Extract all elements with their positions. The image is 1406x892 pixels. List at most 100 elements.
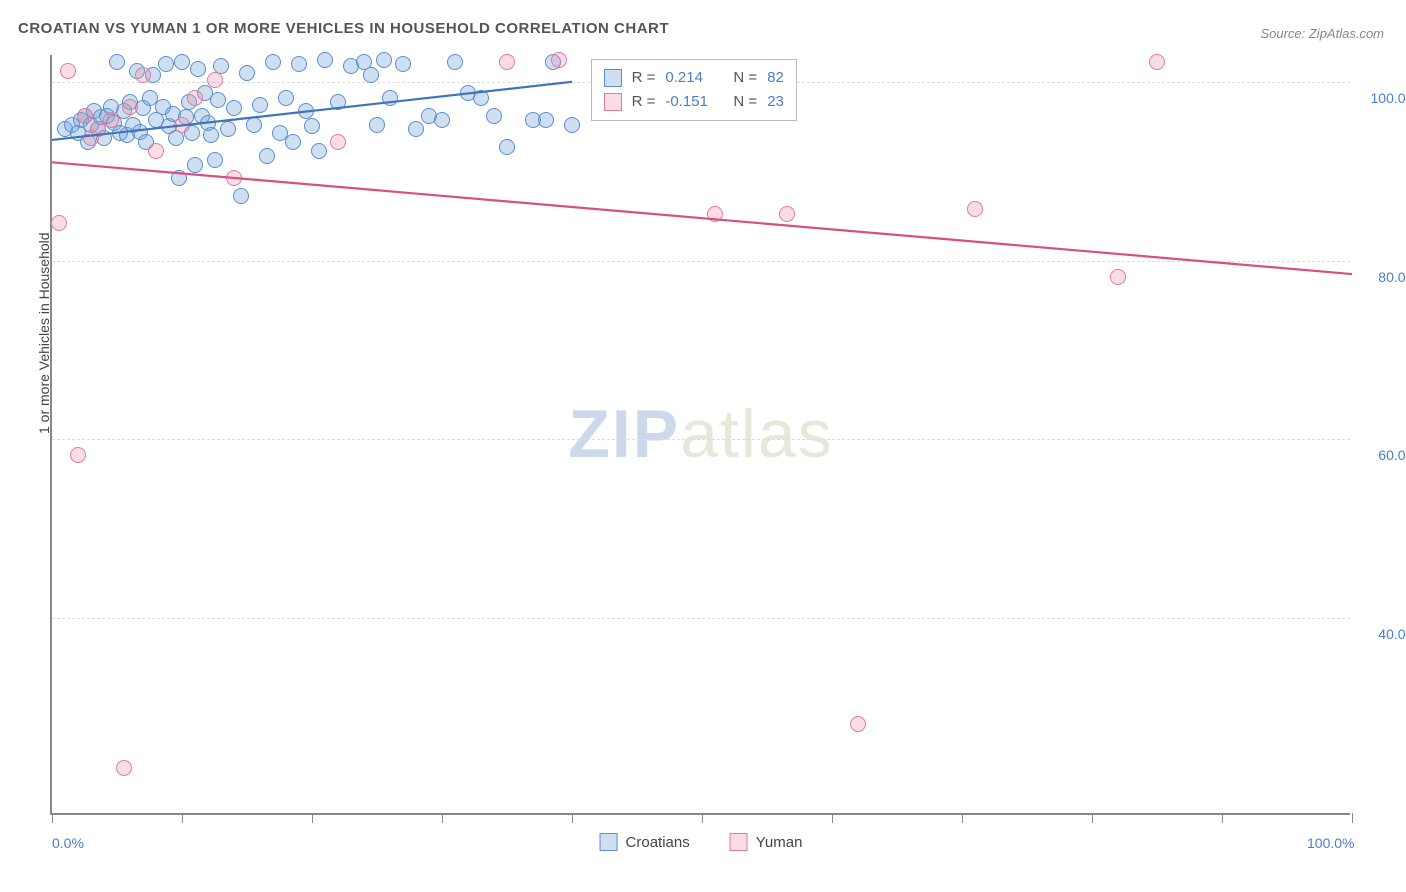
data-point — [486, 108, 502, 124]
stats-row: R =0.214N =82 — [604, 66, 784, 90]
stats-row: R = -0.151 N = 23 — [604, 90, 784, 114]
data-point — [382, 90, 398, 106]
data-point — [265, 54, 281, 70]
stats-box: R =0.214N =82R =-0.151N =23 — [591, 59, 797, 121]
data-point — [285, 134, 301, 150]
x-tick — [962, 813, 963, 823]
data-point — [203, 127, 219, 143]
data-point — [291, 56, 307, 72]
legend-label-croatians: Croatians — [626, 834, 690, 851]
data-point — [298, 103, 314, 119]
x-tick — [442, 813, 443, 823]
data-point — [434, 112, 450, 128]
data-point — [171, 170, 187, 186]
data-point — [408, 121, 424, 137]
source-credit: Source: ZipAtlas.com — [1260, 26, 1384, 41]
stats-swatch — [604, 93, 622, 111]
data-point — [246, 117, 262, 133]
x-tick — [1222, 813, 1223, 823]
data-point — [1149, 54, 1165, 70]
data-point — [447, 54, 463, 70]
data-point — [538, 112, 554, 128]
chart-container: CROATIAN VS YUMAN 1 OR MORE VEHICLES IN … — [0, 0, 1406, 892]
gridline — [52, 439, 1350, 440]
data-point — [233, 188, 249, 204]
data-point — [850, 716, 866, 732]
data-point — [70, 447, 86, 463]
x-tick — [312, 813, 313, 823]
legend-item-croatians: Croatians — [600, 833, 690, 851]
data-point — [187, 157, 203, 173]
data-point — [252, 97, 268, 113]
data-point — [473, 90, 489, 106]
data-point — [330, 94, 346, 110]
y-tick-label: 60.0% — [1378, 447, 1406, 463]
data-point — [135, 67, 151, 83]
data-point — [259, 148, 275, 164]
x-tick — [182, 813, 183, 823]
legend-item-yuman: Yuman — [730, 833, 803, 851]
watermark-zip: ZIP — [568, 396, 680, 472]
data-point — [116, 760, 132, 776]
data-point — [363, 67, 379, 83]
stats-n-label: N = — [733, 69, 757, 86]
data-point — [187, 90, 203, 106]
stats-n-value: 82 — [767, 69, 784, 86]
plot-area: 1 or more Vehicles in Household ZIPatlas… — [50, 55, 1350, 815]
stats-r-value: -0.151 — [665, 93, 723, 110]
data-point — [207, 152, 223, 168]
x-tick — [52, 813, 53, 823]
y-tick-label: 40.0% — [1378, 626, 1406, 642]
data-point — [103, 112, 119, 128]
data-point — [210, 92, 226, 108]
legend: Croatians Yuman — [600, 833, 803, 851]
data-point — [122, 99, 138, 115]
legend-label-yuman: Yuman — [756, 834, 803, 851]
stats-swatch — [604, 69, 622, 87]
data-point — [109, 54, 125, 70]
x-tick — [1092, 813, 1093, 823]
data-point — [174, 54, 190, 70]
stats-r-label: R = — [632, 69, 656, 86]
y-tick-label: 80.0% — [1378, 269, 1406, 285]
data-point — [499, 139, 515, 155]
data-point — [60, 63, 76, 79]
data-point — [207, 72, 223, 88]
trendlines-layer — [52, 55, 1352, 815]
data-point — [158, 56, 174, 72]
y-axis-label: 1 or more Vehicles in Household — [36, 232, 52, 434]
data-point — [239, 65, 255, 81]
legend-swatch-croatians — [600, 833, 618, 851]
data-point — [395, 56, 411, 72]
data-point — [148, 143, 164, 159]
trend-line — [52, 162, 1352, 274]
data-point — [311, 143, 327, 159]
watermark-atlas: atlas — [680, 396, 834, 472]
stats-n-label: N = — [733, 93, 757, 110]
data-point — [967, 201, 983, 217]
x-tick-label: 100.0% — [1307, 835, 1354, 851]
data-point — [174, 117, 190, 133]
x-tick — [702, 813, 703, 823]
x-tick-label: 0.0% — [52, 835, 84, 851]
chart-title: CROATIAN VS YUMAN 1 OR MORE VEHICLES IN … — [18, 20, 669, 37]
stats-r-label: R = — [632, 93, 656, 110]
data-point — [564, 117, 580, 133]
data-point — [304, 118, 320, 134]
watermark: ZIPatlas — [568, 395, 833, 473]
data-point — [220, 121, 236, 137]
data-point — [779, 206, 795, 222]
data-point — [278, 90, 294, 106]
gridline — [52, 261, 1350, 262]
data-point — [226, 100, 242, 116]
data-point — [226, 170, 242, 186]
data-point — [707, 206, 723, 222]
gridline — [52, 618, 1350, 619]
x-tick — [832, 813, 833, 823]
data-point — [499, 54, 515, 70]
data-point — [376, 52, 392, 68]
x-tick — [572, 813, 573, 823]
data-point — [77, 108, 93, 124]
stats-n-value: 23 — [767, 93, 784, 110]
data-point — [1110, 269, 1126, 285]
